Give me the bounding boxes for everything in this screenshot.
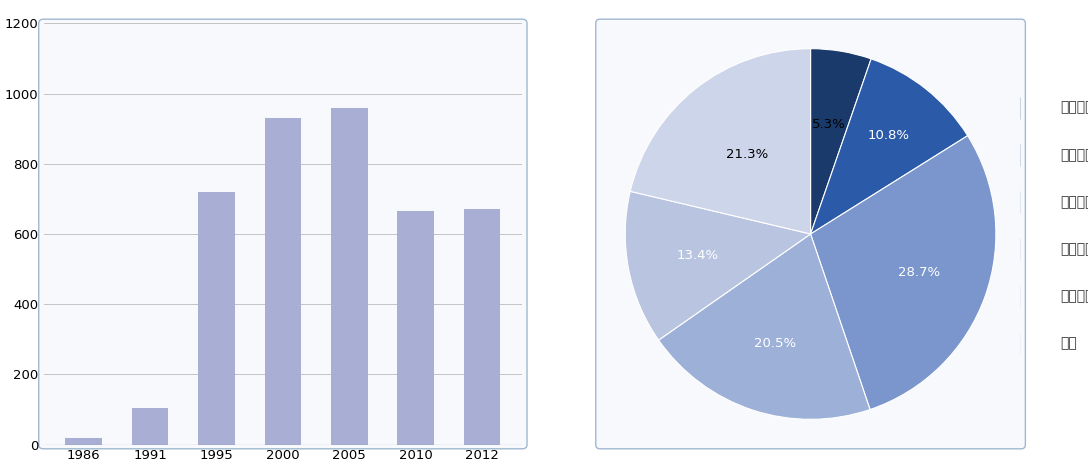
Text: 해충저항성: 해충저항성 (1060, 148, 1088, 162)
Bar (463, 210, 500, 445)
Wedge shape (658, 234, 870, 419)
Bar (397, 211, 434, 445)
Bar (331, 108, 368, 445)
Text: 20.5%: 20.5% (754, 336, 795, 350)
Text: 병저항성: 병저항성 (1060, 101, 1088, 115)
Bar (1022, 97, 1043, 118)
Bar (1022, 144, 1043, 166)
Bar (1022, 285, 1043, 307)
Text: 기타: 기타 (1060, 336, 1077, 351)
Bar (1022, 333, 1043, 354)
Bar (1022, 238, 1043, 260)
Text: 10.8%: 10.8% (868, 129, 910, 142)
Bar (132, 408, 169, 445)
Text: 5.3%: 5.3% (812, 118, 845, 131)
Bar (198, 192, 235, 445)
Text: 21.3%: 21.3% (726, 147, 768, 161)
Bar (264, 118, 301, 445)
FancyBboxPatch shape (39, 19, 527, 449)
Text: 제초제저항성: 제초제저항성 (1060, 242, 1088, 256)
Wedge shape (811, 136, 996, 410)
Wedge shape (630, 49, 811, 234)
Wedge shape (811, 49, 871, 234)
Text: 농업형질개선: 농업형질개선 (1060, 195, 1088, 209)
Bar (1022, 191, 1043, 213)
Wedge shape (811, 59, 967, 234)
Text: 13.4%: 13.4% (677, 249, 719, 262)
Text: 28.7%: 28.7% (898, 266, 940, 279)
Text: 품질개선: 품질개선 (1060, 289, 1088, 303)
FancyBboxPatch shape (596, 19, 1025, 449)
Bar (65, 438, 102, 445)
Wedge shape (626, 191, 811, 340)
